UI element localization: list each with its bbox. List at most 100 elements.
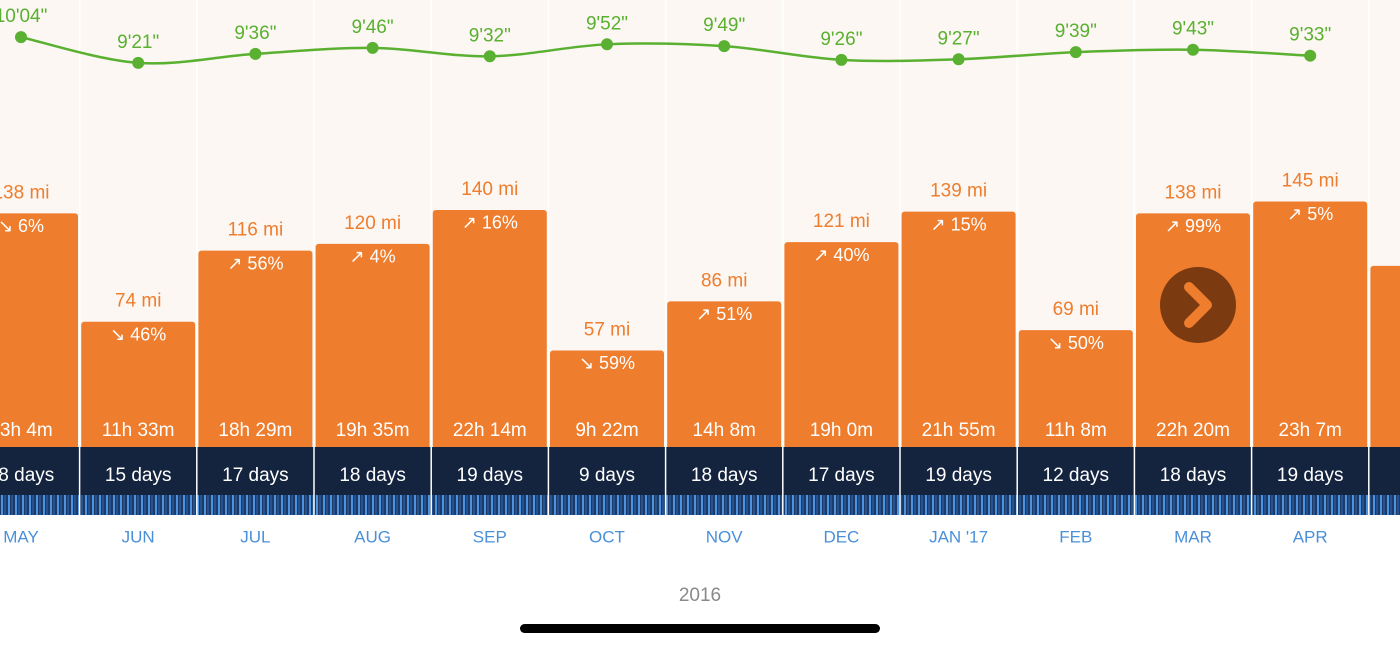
distance-label: 86 mi <box>701 270 747 291</box>
month-label: AUG <box>354 527 391 546</box>
pace-point <box>952 53 965 66</box>
change-label: ↘ 50% <box>1048 333 1104 353</box>
pace-point <box>1187 43 1199 56</box>
days-label: 18 days <box>339 465 406 486</box>
change-label: ↗ 56% <box>227 253 283 273</box>
pace-point <box>15 31 27 44</box>
distance-label: 139 mi <box>930 181 987 202</box>
duration-label: 11h 33m <box>102 420 175 441</box>
year-label: 2016 <box>679 585 721 606</box>
distance-label: 120 mi <box>344 213 401 234</box>
bar <box>1253 201 1368 449</box>
duration-label: 18h 29m <box>218 420 292 441</box>
month-label: FEB <box>1059 527 1092 546</box>
days-label: 19 days <box>457 465 524 486</box>
month-label: JUL <box>240 527 270 546</box>
change-label: ↘ 46% <box>110 324 166 344</box>
home-indicator <box>520 624 880 633</box>
duration-label: 19h 35m <box>336 420 410 441</box>
bar <box>1370 265 1400 449</box>
duration-label: 14h 8m <box>693 420 756 441</box>
month-label: APR <box>1293 527 1328 546</box>
duration-label: 23h 4m <box>0 420 53 441</box>
days-label: 18 days <box>1160 465 1227 486</box>
change-label: ↗ 40% <box>813 245 869 265</box>
bar <box>432 209 547 449</box>
bar <box>315 243 430 449</box>
bar <box>550 350 664 449</box>
duration-label: 22h 14m <box>453 420 527 441</box>
change-label: ↗ 15% <box>931 214 987 234</box>
next-button[interactable] <box>1160 267 1236 343</box>
duration-label: 11h 8m <box>1045 420 1107 441</box>
change-label: ↗ 16% <box>462 213 518 233</box>
pace-label: 9'36" <box>234 23 276 44</box>
distance-label: 116 mi <box>228 220 284 241</box>
pace-label: 10'04" <box>0 6 47 27</box>
pace-label: 9'46" <box>352 17 394 38</box>
pace-label: 9'49" <box>703 15 745 36</box>
days-label: 15 days <box>105 465 172 486</box>
pace-point <box>249 47 262 60</box>
pace-label: 9'52" <box>586 13 628 34</box>
month-label: MAY <box>3 527 39 546</box>
distance-label: 140 mi <box>461 179 518 200</box>
month-label: JUN <box>122 527 155 546</box>
pace-point <box>483 50 496 63</box>
pace-label: 9'39" <box>1055 21 1097 42</box>
duration-label: 23h 7m <box>1279 420 1342 441</box>
month-label: OCT <box>589 527 625 546</box>
pace-line <box>20 35 1311 65</box>
change-label: ↗ 51% <box>696 304 752 324</box>
bar <box>1018 330 1133 449</box>
month-label: JAN '17 <box>929 527 988 546</box>
bar <box>81 321 196 449</box>
next-button-chevron <box>1184 282 1212 328</box>
change-label: ↗ 5% <box>1287 204 1333 224</box>
duration-label: 9h 22m <box>575 420 638 441</box>
distance-label: 74 mi <box>115 291 161 312</box>
duration-label: 19h 0m <box>810 420 873 441</box>
pace-label: 9'27" <box>938 28 980 49</box>
bar <box>667 301 782 449</box>
days-label: 19 days <box>925 465 992 486</box>
pace-point <box>835 53 848 66</box>
days-band <box>0 447 1400 495</box>
month-label: DEC <box>823 527 859 546</box>
month-label: NOV <box>706 527 744 546</box>
pace-label: 9'32" <box>469 25 511 46</box>
distance-label: 145 mi <box>1282 171 1339 192</box>
pace-point <box>366 41 379 54</box>
distance-label: 57 mi <box>584 320 630 341</box>
month-label: MAR <box>1174 527 1212 546</box>
bar <box>0 213 78 449</box>
change-label: ↘ 59% <box>579 353 635 373</box>
days-label: 9 days <box>579 465 635 486</box>
days-label: 18 days <box>0 465 54 486</box>
pace-point <box>1069 46 1082 59</box>
pace-point <box>718 40 731 53</box>
pace-point <box>1304 49 1317 62</box>
pace-label: 9'21" <box>117 32 159 53</box>
pace-label: 9'26" <box>820 29 862 50</box>
days-label: 17 days <box>222 465 289 486</box>
days-label: 18 days <box>691 465 758 486</box>
bar <box>198 250 313 449</box>
pace-label: 9'43" <box>1172 19 1214 40</box>
pace-point <box>132 56 145 69</box>
days-label: 17 days <box>808 465 875 486</box>
days-label: 12 days <box>1043 465 1110 486</box>
bar <box>901 211 1016 449</box>
change-label: ↗ 99% <box>1165 216 1221 236</box>
change-label: ↗ 4% <box>350 247 396 267</box>
distance-label: 138 mi <box>1164 182 1221 203</box>
distance-label: 69 mi <box>1053 299 1099 320</box>
change-label: ↘ 6% <box>0 216 44 236</box>
distance-label: 138 mi <box>0 182 50 203</box>
duration-label: 22h 20m <box>1156 420 1230 441</box>
pace-label: 9'33" <box>1289 25 1331 46</box>
bar <box>784 242 899 449</box>
distance-label: 121 mi <box>813 211 870 232</box>
